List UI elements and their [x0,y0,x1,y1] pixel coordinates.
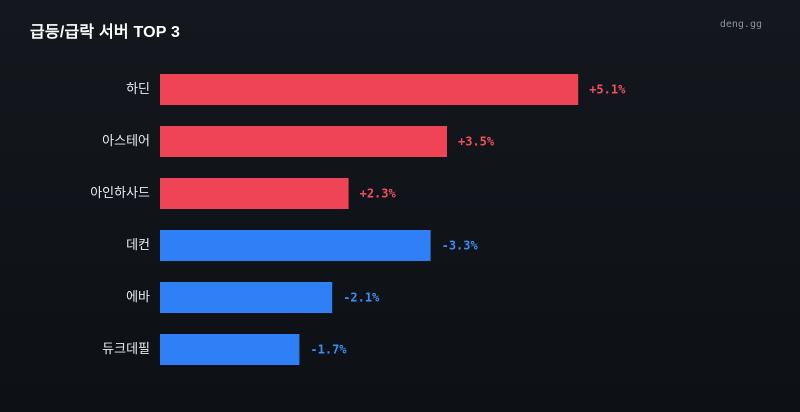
bar [160,230,431,261]
watermark: deng.gg [719,19,762,30]
category-label: 하딘 [126,82,150,97]
category-label: 듀크데필 [102,342,150,357]
bar [160,74,579,105]
bar [160,282,333,313]
value-label: +2.3% [360,187,397,201]
value-label: -2.1% [343,291,380,305]
chart-title: 급등/급락 서버 TOP 3 [30,24,181,41]
value-label: -3.3% [442,239,479,253]
category-label: 데컨 [126,238,150,253]
value-label: -1.7% [310,343,347,357]
category-label: 에바 [126,290,150,305]
bar [160,126,447,157]
category-label: 아인하사드 [90,186,150,201]
category-label: 아스테어 [102,134,150,149]
value-label: +5.1% [589,83,626,97]
value-label: +3.5% [458,135,495,149]
bar [160,178,349,209]
bar [160,334,300,365]
